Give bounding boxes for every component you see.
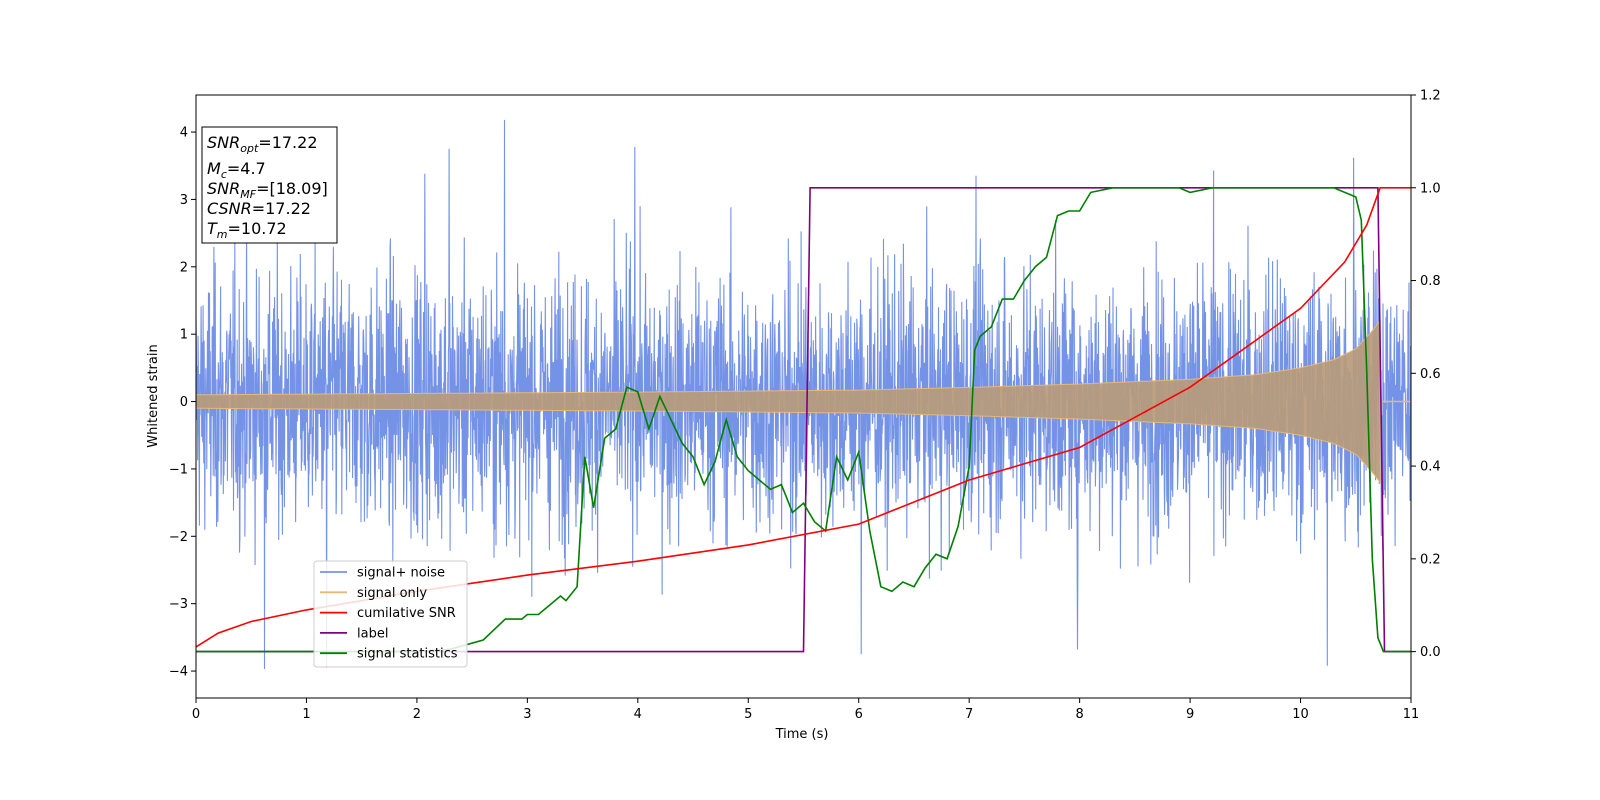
signal-only-envelope: [196, 319, 1381, 484]
x-tick-label: 6: [855, 707, 863, 722]
legend-label: cumilative SNR: [357, 606, 456, 621]
x-tick-label: 2: [413, 707, 421, 722]
y2-tick-label: 0.0: [1420, 645, 1441, 660]
y2-tick-label: 0.8: [1420, 274, 1441, 289]
y-tick-label: −4: [169, 665, 188, 680]
y-axis-left: −4 −3 −2 −1 0 1 2 3 4: [169, 126, 196, 680]
y-tick-label: 4: [180, 126, 188, 141]
right-axis-series: [196, 187, 1411, 653]
mc-value: =4.7: [227, 159, 266, 178]
legend-label: label: [357, 626, 388, 641]
signal-noise-line: [196, 119, 1411, 670]
x-tick-label: 8: [1075, 707, 1083, 722]
x-axis: 0 1 2 3 4 5 6 7 8 9 10 11: [192, 698, 1419, 722]
metrics-annotation-box: SNRopt=17.22 Mc=4.7 SNRMF=[18.09] CSNR=1…: [201, 126, 338, 244]
y2-tick-label: 0.6: [1420, 367, 1441, 382]
y2-tick-label: 1.2: [1420, 89, 1441, 104]
x-tick-label: 11: [1403, 707, 1420, 722]
y2-tick-label: 1.0: [1420, 181, 1441, 196]
x-tick-label: 0: [192, 707, 200, 722]
svg-text:Mc=4.7: Mc=4.7: [207, 159, 266, 181]
y-tick-label: −2: [169, 530, 188, 545]
legend-label: signal only: [357, 586, 427, 601]
snr-mf-value: =[18.09]: [256, 179, 328, 198]
y-tick-label: 3: [180, 193, 188, 208]
signal-only-series: [196, 319, 1411, 484]
y-tick-label: 0: [180, 395, 188, 410]
x-tick-label: 5: [744, 707, 752, 722]
y-tick-label: −3: [169, 597, 188, 612]
svg-text:SNRMF=[18.09]: SNRMF=[18.09]: [207, 179, 328, 201]
x-tick-label: 10: [1292, 707, 1309, 722]
y-tick-label: 2: [180, 260, 188, 275]
signal-noise-series: [196, 119, 1411, 670]
legend-label: signal+ noise: [357, 566, 445, 581]
legend-label: signal statistics: [357, 647, 458, 662]
svg-text:SNRopt=17.22: SNRopt=17.22: [207, 133, 318, 155]
plot-frame: [195, 94, 1412, 699]
svg-text:CSNR=17.22: CSNR=17.22: [207, 199, 311, 218]
y2-tick-label: 0.4: [1420, 460, 1441, 475]
y-tick-label: −1: [169, 462, 188, 477]
csnr-value: =17.22: [252, 199, 311, 218]
plot-content: [196, 119, 1411, 670]
signal-statistics-line: [196, 187, 1411, 653]
y-tick-label: 1: [180, 328, 188, 343]
x-axis-label: Time (s): [775, 727, 829, 742]
x-tick-label: 9: [1186, 707, 1194, 722]
tm-value: =10.72: [228, 219, 287, 238]
legend: signal+ noise signal only cumilative SNR la…: [313, 560, 468, 668]
x-tick-label: 1: [302, 707, 310, 722]
cumilative-snr-line: [196, 187, 1411, 648]
y2-tick-label: 0.2: [1420, 552, 1441, 567]
y-axis-right: 0.0 0.2 0.4 0.6 0.8 1.0 1.2: [1411, 89, 1441, 660]
svg-text:Tm=10.72: Tm=10.72: [207, 219, 287, 241]
y-axis-label: Whitened strain: [146, 344, 161, 447]
x-tick-label: 3: [523, 707, 531, 722]
snr-opt-value: =17.22: [258, 133, 317, 152]
x-tick-label: 7: [965, 707, 973, 722]
x-tick-label: 4: [634, 707, 642, 722]
